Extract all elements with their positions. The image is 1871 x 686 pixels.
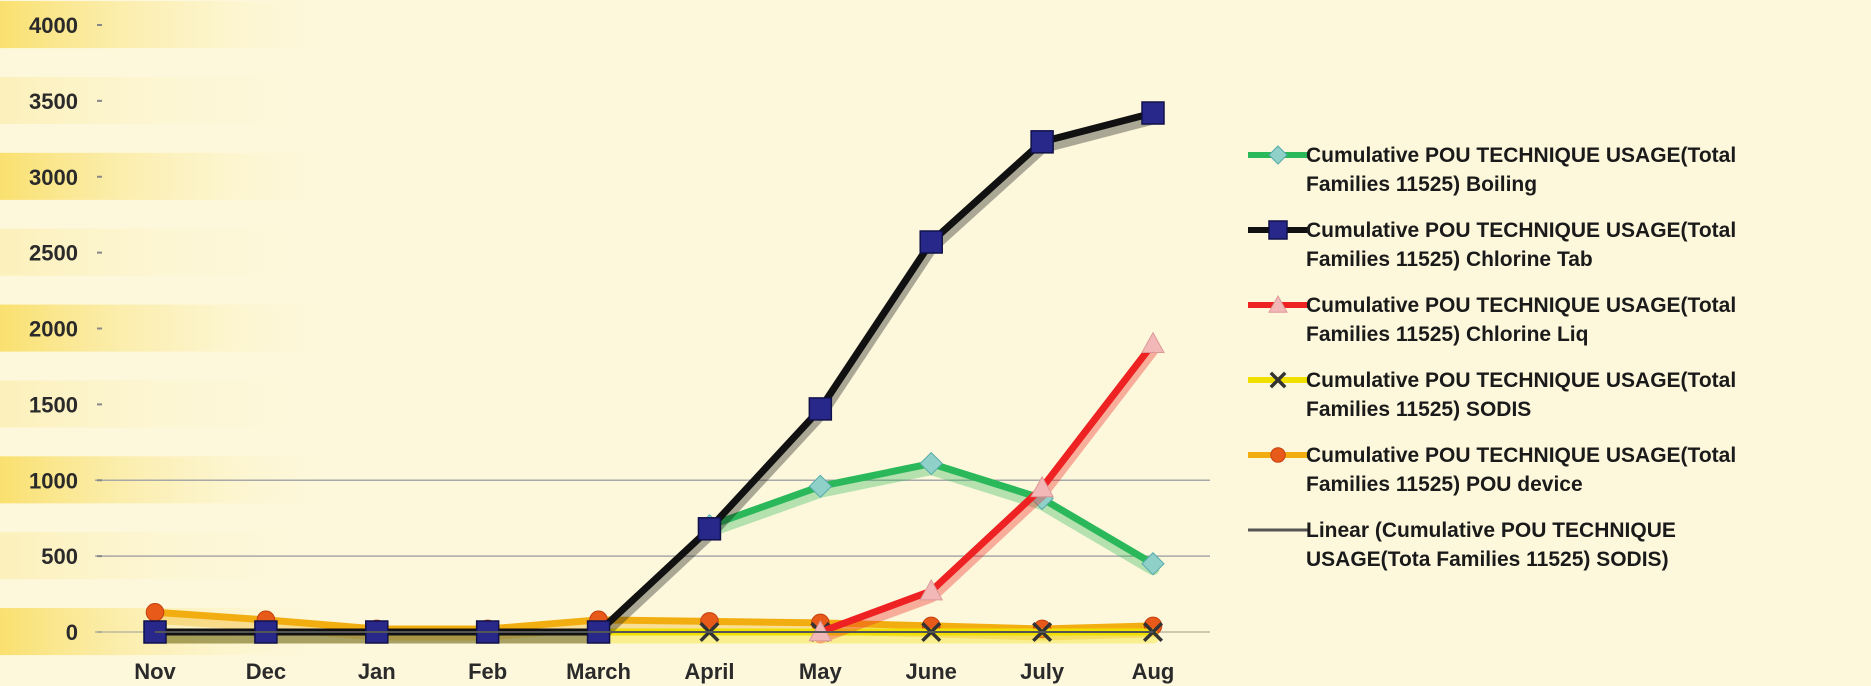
x-tick-label: Jan xyxy=(358,659,396,684)
legend-marker xyxy=(1268,145,1288,165)
data-point xyxy=(1141,552,1165,576)
background-band xyxy=(0,152,360,200)
y-tick-label: 3000 xyxy=(29,165,78,190)
legend-item: Linear (Cumulative POU TECHNIQUE USAGE(To… xyxy=(1248,519,1676,571)
background-bands xyxy=(0,1,360,656)
y-tick-label: 0 xyxy=(66,620,78,645)
legend-marker xyxy=(1268,294,1288,313)
data-point xyxy=(145,602,165,622)
legend-label: Cumulative POU TECHNIQUE USAGE(Total xyxy=(1306,369,1736,392)
legend-label: Families 11525) Chlorine Tab xyxy=(1306,248,1593,271)
legend: Cumulative POU TECHNIQUE USAGE(Total Fami… xyxy=(1248,144,1736,571)
x-tick-label: April xyxy=(684,659,734,684)
y-tick-label: 4000 xyxy=(29,13,78,38)
x-tick-label: June xyxy=(906,659,957,684)
y-tick-label: 2000 xyxy=(29,317,78,342)
legend-label: USAGE(Tota Families 11525) SODIS) xyxy=(1306,548,1669,571)
series-line-shadow xyxy=(148,111,1160,644)
y-tick-label: 500 xyxy=(41,544,78,569)
data-point xyxy=(808,619,833,642)
background-band xyxy=(0,228,360,276)
legend-marker xyxy=(1268,220,1288,240)
x-tick-label: Aug xyxy=(1132,659,1175,684)
legend-label: Cumulative POU TECHNIQUE USAGE(Total xyxy=(1306,144,1736,167)
x-tick-label: March xyxy=(566,659,631,684)
legend-label: Cumulative POU TECHNIQUE USAGE(Total xyxy=(1306,294,1736,317)
legend-label: Families 11525) POU device xyxy=(1306,473,1583,496)
legend-label: Linear (Cumulative POU TECHNIQUE xyxy=(1306,519,1676,542)
data-point xyxy=(808,397,833,421)
legend-item: Cumulative POU TECHNIQUE USAGE(Total Fami… xyxy=(1248,144,1736,196)
data-point xyxy=(919,230,943,254)
series-line xyxy=(816,340,1157,636)
data-point xyxy=(697,517,722,541)
legend-item: Cumulative POU TECHNIQUE USAGE(Total Fami… xyxy=(1248,219,1736,271)
background-band xyxy=(0,76,360,124)
background-band xyxy=(0,1,360,49)
series-2 xyxy=(808,331,1165,644)
data-point xyxy=(1030,475,1054,498)
legend-label: Families 11525) Chlorine Liq xyxy=(1306,323,1588,346)
y-tick-label: 2500 xyxy=(29,241,78,266)
gridlines xyxy=(95,479,1210,557)
x-tick-label: Dec xyxy=(246,659,286,684)
data-point xyxy=(808,474,833,499)
y-axis: 4000 3500 3000 2500 2000 1500 1000 500 0 xyxy=(29,13,102,645)
background-band xyxy=(0,380,360,428)
legend-label: Cumulative POU TECHNIQUE USAGE(Total xyxy=(1306,444,1736,467)
data-point xyxy=(1141,331,1165,353)
legend-item: Cumulative POU TECHNIQUE USAGE(Total Fami… xyxy=(1248,294,1736,346)
x-tick-label: Nov xyxy=(134,659,176,684)
data-point xyxy=(1141,101,1165,125)
data-point xyxy=(919,578,944,601)
legend-marker xyxy=(1269,371,1287,389)
data-point xyxy=(1030,130,1054,154)
y-tick-label: 1000 xyxy=(29,468,78,493)
series-line xyxy=(151,608,1157,633)
series-line-shadow xyxy=(702,462,1160,576)
y-tick-label: 1500 xyxy=(29,392,78,417)
data-point xyxy=(919,451,943,476)
legend-item: Cumulative POU TECHNIQUE USAGE(Total Fami… xyxy=(1248,444,1736,496)
legend-label: Families 11525) SODIS xyxy=(1306,398,1531,421)
series-layer xyxy=(143,101,1165,644)
legend-item: Cumulative POU TECHNIQUE USAGE(Total Fami… xyxy=(1248,369,1736,421)
legend-marker xyxy=(1270,447,1286,463)
x-tick-label: Feb xyxy=(468,659,507,684)
legend-label: Families 11525) Boiling xyxy=(1306,173,1537,196)
x-tick-label: July xyxy=(1020,659,1065,684)
legend-label: Cumulative POU TECHNIQUE USAGE(Total xyxy=(1306,219,1736,242)
x-tick-label: May xyxy=(799,659,843,684)
y-tick-label: 3500 xyxy=(29,89,78,114)
background-band xyxy=(0,304,360,352)
